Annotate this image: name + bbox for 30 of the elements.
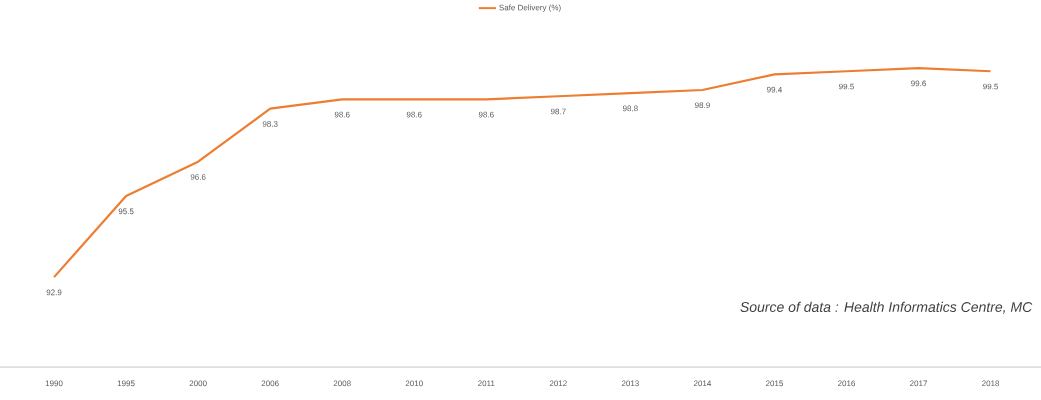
x-tick-label: 2010: [405, 380, 423, 387]
x-tick-label: 2006: [261, 380, 279, 387]
data-label: 95.5: [118, 208, 134, 215]
data-label: 98.3: [262, 121, 278, 127]
data-label: 98.7: [550, 108, 566, 115]
data-label: 98.6: [334, 111, 350, 118]
data-label: 99.4: [767, 86, 783, 93]
x-tick-label: 2018: [982, 380, 1000, 387]
legend-label: Safe Delivery (%): [499, 4, 561, 12]
x-tick-label: 1990: [45, 380, 63, 387]
data-label: 98.6: [478, 111, 494, 118]
x-tick-label: 2014: [693, 380, 712, 387]
data-label: 99.5: [839, 83, 854, 90]
x-tick-label: 2013: [621, 380, 639, 387]
x-tick-label: 2017: [910, 380, 928, 387]
x-tick-label: 2012: [549, 380, 567, 387]
x-tick-label: 2008: [333, 380, 351, 387]
x-tick-label: 1995: [117, 380, 135, 387]
x-tick-label: 2015: [765, 380, 784, 387]
data-label: 99.6: [911, 80, 926, 87]
data-label: 98.6: [406, 111, 422, 118]
data-label: 99.5: [983, 83, 999, 90]
data-label: 96.6: [190, 174, 206, 180]
data-label: 98.8: [622, 105, 638, 112]
x-tick-label: 2000: [189, 380, 207, 387]
source-note: Source of data : Health Informatics Centre, MC: [740, 301, 1033, 314]
data-label: 98.9: [695, 102, 710, 109]
data-label: 92.9: [46, 289, 62, 296]
x-tick-label: 2011: [478, 380, 495, 387]
x-tick-label: 2016: [838, 380, 856, 387]
